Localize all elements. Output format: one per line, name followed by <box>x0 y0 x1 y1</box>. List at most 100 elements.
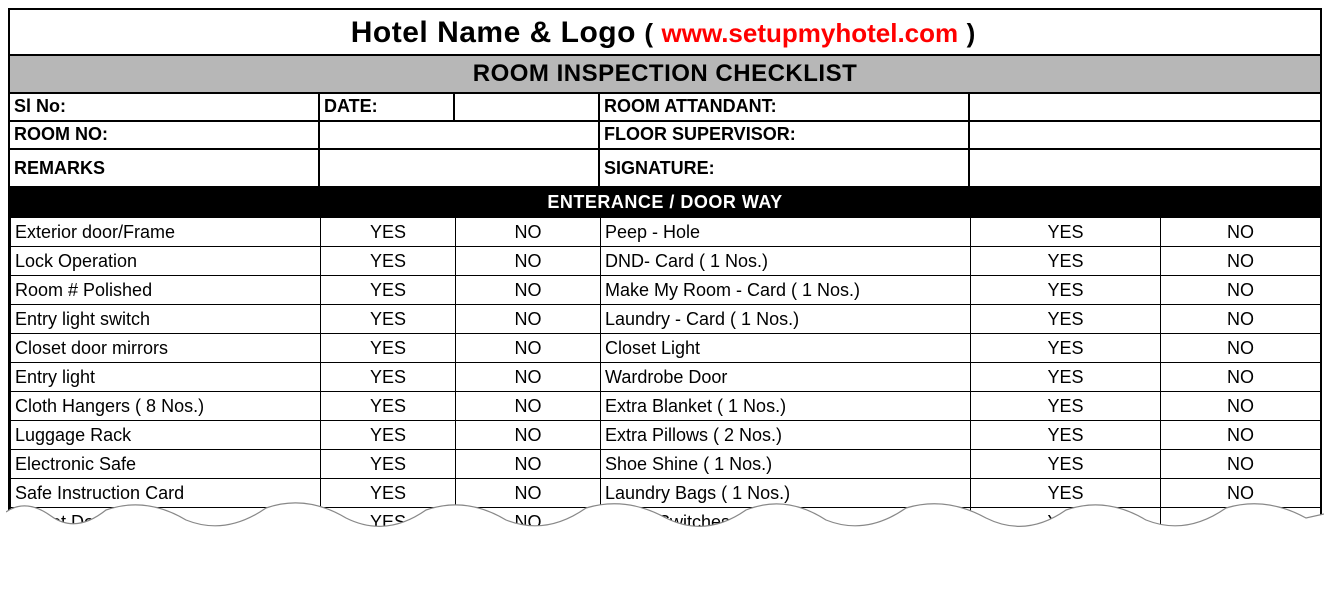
item-left-label: Entry light switch <box>11 305 321 334</box>
item-right-no[interactable]: NO <box>1161 450 1321 479</box>
sl-no-label: Sl No: <box>10 94 320 122</box>
item-right-no[interactable]: NO <box>1161 508 1321 537</box>
item-left-label: Safe Instruction Card <box>11 479 321 508</box>
date-value <box>455 94 600 122</box>
item-right-no[interactable]: NO <box>1161 363 1321 392</box>
item-right-yes[interactable]: YES <box>971 334 1161 363</box>
item-left-yes[interactable]: YES <box>321 276 456 305</box>
item-right-yes[interactable]: YES <box>971 450 1161 479</box>
meta-row-2: ROOM NO: FLOOR SUPERVISOR: <box>10 122 1320 150</box>
section-header-entrance: ENTERANCE / DOOR WAY <box>10 188 1320 217</box>
item-right-label: DND- Card ( 1 Nos.) <box>601 247 971 276</box>
item-left-yes[interactable]: YES <box>321 392 456 421</box>
item-left-yes[interactable]: YES <box>321 218 456 247</box>
remarks-label: REMARKS <box>10 150 320 188</box>
title-link: www.setupmyhotel.com <box>662 18 959 48</box>
item-left-no[interactable]: NO <box>456 450 601 479</box>
item-left-label: Closet door mirrors <box>11 334 321 363</box>
signature-value <box>970 150 1320 188</box>
item-right-no[interactable]: NO <box>1161 392 1321 421</box>
table-row: Lock OperationYESNODND- Card ( 1 Nos.)YE… <box>11 247 1321 276</box>
item-right-yes[interactable]: YES <box>971 305 1161 334</box>
checklist-sheet: Hotel Name & Logo ( www.setupmyhotel.com… <box>8 8 1322 538</box>
table-row: Entry lightYESNOWardrobe DoorYESNO <box>11 363 1321 392</box>
table-row: Electronic SafeYESNOShoe Shine ( 1 Nos.)… <box>11 450 1321 479</box>
item-left-no[interactable]: NO <box>456 363 601 392</box>
item-left-no[interactable]: NO <box>456 247 601 276</box>
item-right-label: Peep - Hole <box>601 218 971 247</box>
item-left-no[interactable]: NO <box>456 218 601 247</box>
item-right-label: Make My Room - Card ( 1 Nos.) <box>601 276 971 305</box>
room-attendant-value <box>970 94 1320 122</box>
table-row: Room # PolishedYESNOMake My Room - Card … <box>11 276 1321 305</box>
item-left-no[interactable]: NO <box>456 276 601 305</box>
table-row: Luggage RackYESNOExtra Pillows ( 2 Nos.)… <box>11 421 1321 450</box>
room-attendant-label: ROOM ATTANDANT: <box>600 94 970 122</box>
item-left-label: Lock Operation <box>11 247 321 276</box>
date-label: DATE: <box>320 94 455 122</box>
table-row-partial: Closet Door TracksYESNOLights SwitchesYE… <box>11 508 1321 537</box>
meta-row-1: Sl No: DATE: ROOM ATTANDANT: <box>10 94 1320 122</box>
item-right-yes[interactable]: YES <box>971 508 1161 537</box>
item-left-yes[interactable]: YES <box>321 247 456 276</box>
item-left-label: Electronic Safe <box>11 450 321 479</box>
bracket-close: ) <box>967 18 976 48</box>
item-right-yes[interactable]: YES <box>971 392 1161 421</box>
item-right-no[interactable]: NO <box>1161 334 1321 363</box>
item-left-label: Cloth Hangers ( 8 Nos.) <box>11 392 321 421</box>
title-main: Hotel Name & Logo <box>351 16 636 49</box>
item-left-no[interactable]: NO <box>456 479 601 508</box>
item-left-yes[interactable]: YES <box>321 305 456 334</box>
floor-supervisor-label: FLOOR SUPERVISOR: <box>600 122 970 150</box>
bracket-open: ( <box>644 18 653 48</box>
checklist-table: Exterior door/FrameYESNOPeep - HoleYESNO… <box>10 217 1321 536</box>
item-right-label: Extra Blanket ( 1 Nos.) <box>601 392 971 421</box>
item-right-yes[interactable]: YES <box>971 421 1161 450</box>
item-left-yes[interactable]: YES <box>321 421 456 450</box>
subtitle-row: ROOM INSPECTION CHECKLIST <box>10 56 1320 94</box>
item-right-label: Laundry Bags ( 1 Nos.) <box>601 479 971 508</box>
item-right-label: Laundry - Card ( 1 Nos.) <box>601 305 971 334</box>
room-no-value <box>320 122 600 150</box>
item-right-label: Shoe Shine ( 1 Nos.) <box>601 450 971 479</box>
item-right-yes[interactable]: YES <box>971 363 1161 392</box>
item-left-no[interactable]: NO <box>456 508 601 537</box>
item-right-no[interactable]: NO <box>1161 305 1321 334</box>
item-right-no[interactable]: NO <box>1161 218 1321 247</box>
item-right-no[interactable]: NO <box>1161 276 1321 305</box>
item-right-no[interactable]: NO <box>1161 247 1321 276</box>
item-left-yes[interactable]: YES <box>321 334 456 363</box>
item-right-yes[interactable]: YES <box>971 247 1161 276</box>
table-row: Entry light switchYESNOLaundry - Card ( … <box>11 305 1321 334</box>
room-no-label: ROOM NO: <box>10 122 320 150</box>
item-left-yes[interactable]: YES <box>321 479 456 508</box>
item-right-no[interactable]: NO <box>1161 421 1321 450</box>
remarks-value <box>320 150 600 188</box>
item-right-yes[interactable]: YES <box>971 276 1161 305</box>
table-row: Cloth Hangers ( 8 Nos.)YESNOExtra Blanke… <box>11 392 1321 421</box>
item-left-label: Exterior door/Frame <box>11 218 321 247</box>
item-right-label: Closet Light <box>601 334 971 363</box>
meta-row-3: REMARKS SIGNATURE: <box>10 150 1320 188</box>
item-left-no[interactable]: NO <box>456 392 601 421</box>
item-right-label: Extra Pillows ( 2 Nos.) <box>601 421 971 450</box>
item-left-label: Luggage Rack <box>11 421 321 450</box>
item-right-no[interactable]: NO <box>1161 479 1321 508</box>
floor-supervisor-value <box>970 122 1320 150</box>
table-row: Exterior door/FrameYESNOPeep - HoleYESNO <box>11 218 1321 247</box>
item-right-label: Wardrobe Door <box>601 363 971 392</box>
item-left-no[interactable]: NO <box>456 305 601 334</box>
item-left-no[interactable]: NO <box>456 334 601 363</box>
item-left-yes[interactable]: YES <box>321 363 456 392</box>
item-left-label: Room # Polished <box>11 276 321 305</box>
item-left-label: Entry light <box>11 363 321 392</box>
item-right-yes[interactable]: YES <box>971 218 1161 247</box>
table-row: Closet door mirrorsYESNOCloset LightYESN… <box>11 334 1321 363</box>
item-left-no[interactable]: NO <box>456 421 601 450</box>
title-row: Hotel Name & Logo ( www.setupmyhotel.com… <box>10 10 1320 56</box>
item-left-yes[interactable]: YES <box>321 450 456 479</box>
item-left-yes[interactable]: YES <box>321 508 456 537</box>
item-right-label: Lights Switches <box>601 508 971 537</box>
item-right-yes[interactable]: YES <box>971 479 1161 508</box>
signature-label: SIGNATURE: <box>600 150 970 188</box>
